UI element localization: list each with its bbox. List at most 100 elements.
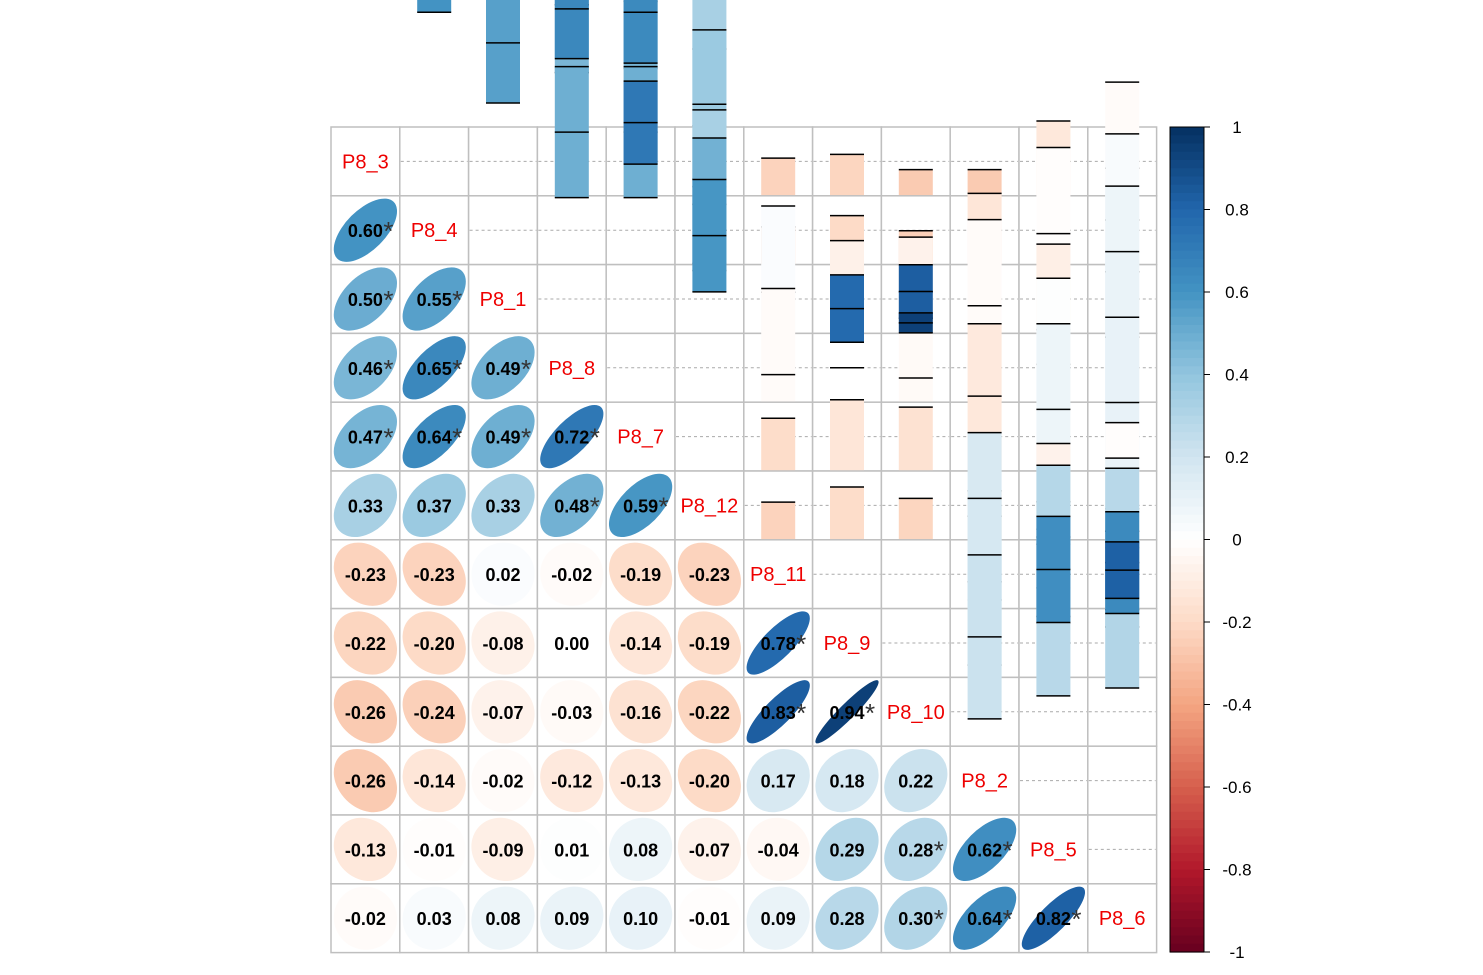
colorbar-segment xyxy=(1170,795,1204,805)
correlation-value: 0.37 xyxy=(417,496,452,516)
correlation-ellipse xyxy=(815,680,879,744)
correlation-value: 0.49 xyxy=(485,428,520,448)
correlation-ellipse xyxy=(540,680,604,744)
cell-border xyxy=(605,332,676,403)
cell-border xyxy=(1087,814,1158,885)
colorbar-segment xyxy=(1170,300,1204,310)
cell-border xyxy=(467,263,539,335)
colorbar-segment xyxy=(1170,564,1204,574)
correlation-ellipse xyxy=(884,886,948,950)
colorbar-segment xyxy=(1170,770,1204,780)
cell-border xyxy=(880,607,951,679)
correlation-value: 0.30 xyxy=(898,909,933,929)
cell-7-8 xyxy=(880,312,951,679)
colorbar-segment xyxy=(1170,135,1204,145)
cell-10-1: -0.01 xyxy=(399,814,470,885)
colorbar-segment xyxy=(1170,424,1204,433)
correlation-value: -0.04 xyxy=(758,840,799,860)
colorbar-segment xyxy=(1170,226,1204,235)
variable-label: P8_10 xyxy=(887,702,945,724)
colorbar-segment xyxy=(1170,828,1204,838)
correlation-value: -0.14 xyxy=(414,772,455,792)
correlation-value: 0.28 xyxy=(829,909,864,929)
cell-5-3: 0.48 * xyxy=(536,470,607,541)
cell-border xyxy=(811,607,883,679)
cell-7-1: -0.20 xyxy=(399,607,470,679)
correlation-ellipse xyxy=(677,886,742,950)
correlation-ellipse xyxy=(402,611,466,675)
cell-10-7: 0.29 xyxy=(811,814,883,885)
correlation-ellipse xyxy=(952,886,1017,950)
significance-star: * xyxy=(796,629,806,659)
colorbar-segment xyxy=(1170,399,1204,409)
cell-border xyxy=(536,263,607,335)
correlation-value: -0.13 xyxy=(345,840,386,860)
correlation-ellipse xyxy=(402,886,466,950)
correlation-ellipse xyxy=(608,748,673,813)
cell-9-7: 0.18 xyxy=(811,745,883,816)
colorbar-segment xyxy=(1170,737,1204,747)
cell-4-2: 0.49 * xyxy=(467,401,539,472)
colorbar-segment xyxy=(1170,242,1204,252)
colorbar-tick-label: -1 xyxy=(1229,943,1244,962)
correlation-value: 0.55 xyxy=(417,290,452,310)
cell-border xyxy=(880,539,951,610)
correlation-value: 0.47 xyxy=(348,428,383,448)
correlation-value: 0.02 xyxy=(485,565,520,585)
colorbar-segment xyxy=(1170,316,1204,326)
colorbar-segment xyxy=(1170,762,1204,772)
significance-star: * xyxy=(1003,835,1013,865)
colorbar-tick-label: 0.2 xyxy=(1225,448,1249,467)
colorbar-segment xyxy=(1170,440,1204,450)
colorbar-segment xyxy=(1170,457,1204,466)
correlation-ellipse xyxy=(540,473,604,538)
significance-star: * xyxy=(383,354,393,384)
significance-star: * xyxy=(1003,904,1013,934)
cell-8-2: -0.07 xyxy=(467,676,539,747)
correlation-ellipse xyxy=(471,817,535,882)
colorbar-segment xyxy=(1170,861,1204,871)
correlation-value: 0.78 xyxy=(761,634,796,654)
significance-star: * xyxy=(934,904,944,934)
cell-8-4: -0.16 xyxy=(605,676,676,747)
variable-label: P8_3 xyxy=(342,151,389,173)
correlation-ellipse xyxy=(471,748,535,813)
colorbar-segment xyxy=(1170,663,1204,673)
cell-border xyxy=(399,195,470,266)
colorbar-segment xyxy=(1170,646,1204,656)
cell-9-4: -0.13 xyxy=(605,745,676,816)
significance-star: * xyxy=(452,423,462,453)
correlation-value: -0.01 xyxy=(689,909,730,929)
variable-label: P8_6 xyxy=(1099,908,1146,930)
variable-label: P8_1 xyxy=(480,289,527,311)
colorbar-segment xyxy=(1170,943,1204,953)
correlation-value: 0.00 xyxy=(554,634,589,654)
correlation-ellipse xyxy=(402,336,466,400)
colorbar-tick-label: -0.6 xyxy=(1222,778,1251,797)
colorbar-segment xyxy=(1170,325,1204,334)
correlation-ellipse xyxy=(746,611,810,675)
correlation-value: 0.72 xyxy=(554,428,589,448)
colorbar-segment xyxy=(1170,712,1204,722)
correlation-ellipse xyxy=(333,680,398,744)
colorbar-segment xyxy=(1170,539,1204,549)
colorbar-segment xyxy=(1170,514,1204,524)
correlation-ellipse xyxy=(402,404,466,469)
ci-box xyxy=(623,0,658,64)
correlation-ellipse xyxy=(677,542,742,606)
significance-star: * xyxy=(590,423,600,453)
correlation-value: 0.01 xyxy=(554,840,589,860)
correlation-ellipse xyxy=(815,748,879,813)
correlation-ellipse xyxy=(333,404,398,469)
significance-star: * xyxy=(796,698,806,728)
cell-4-4: P8_7 xyxy=(605,401,676,472)
correlation-value: 0.82 xyxy=(1036,909,1071,929)
colorbar-segment xyxy=(1170,498,1204,508)
correlation-ellipse xyxy=(608,473,673,538)
cell-1-0: 0.60 * xyxy=(330,195,401,266)
cell-1-2 xyxy=(467,0,539,266)
correlation-ellipse xyxy=(333,611,398,675)
correlation-ellipse xyxy=(471,473,535,538)
variable-label: P8_5 xyxy=(1030,839,1077,861)
significance-star: * xyxy=(383,216,393,246)
